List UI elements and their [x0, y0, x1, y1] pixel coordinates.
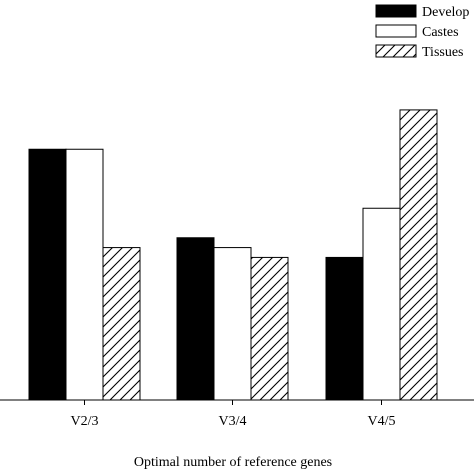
bar-tissues-v4-5 — [399, 109, 438, 401]
bars-layer — [28, 109, 438, 401]
x-tick-label: V3/4 — [219, 414, 247, 429]
legend-label-castes: Castes — [422, 25, 459, 40]
x-axis-label: Optimal number of reference genes — [134, 455, 332, 470]
bar-develop-v2-3 — [28, 148, 67, 401]
bar-develop-v4-5 — [325, 256, 364, 401]
bar-develop-v3-4 — [176, 237, 215, 401]
bar-castes-v2-3 — [65, 148, 104, 401]
bar-tissues-v2-3 — [102, 247, 141, 401]
bar-tissues-v3-4 — [250, 256, 289, 401]
legend-swatch-tissues — [375, 44, 417, 58]
legend-label-tissues: Tissues — [422, 45, 464, 60]
x-tick-label: V2/3 — [71, 414, 99, 429]
x-ticks: V2/3 V3/4 V4/5 — [71, 400, 396, 429]
x-tick-label: V4/5 — [368, 414, 396, 429]
legend-swatch-castes — [375, 24, 417, 38]
bar-castes-v4-5 — [362, 207, 401, 401]
legend: Develop Castes Tissues — [375, 4, 469, 60]
legend-swatch-develop — [375, 4, 417, 18]
bar-castes-v3-4 — [213, 247, 252, 401]
legend-label-develop: Develop — [422, 5, 469, 20]
